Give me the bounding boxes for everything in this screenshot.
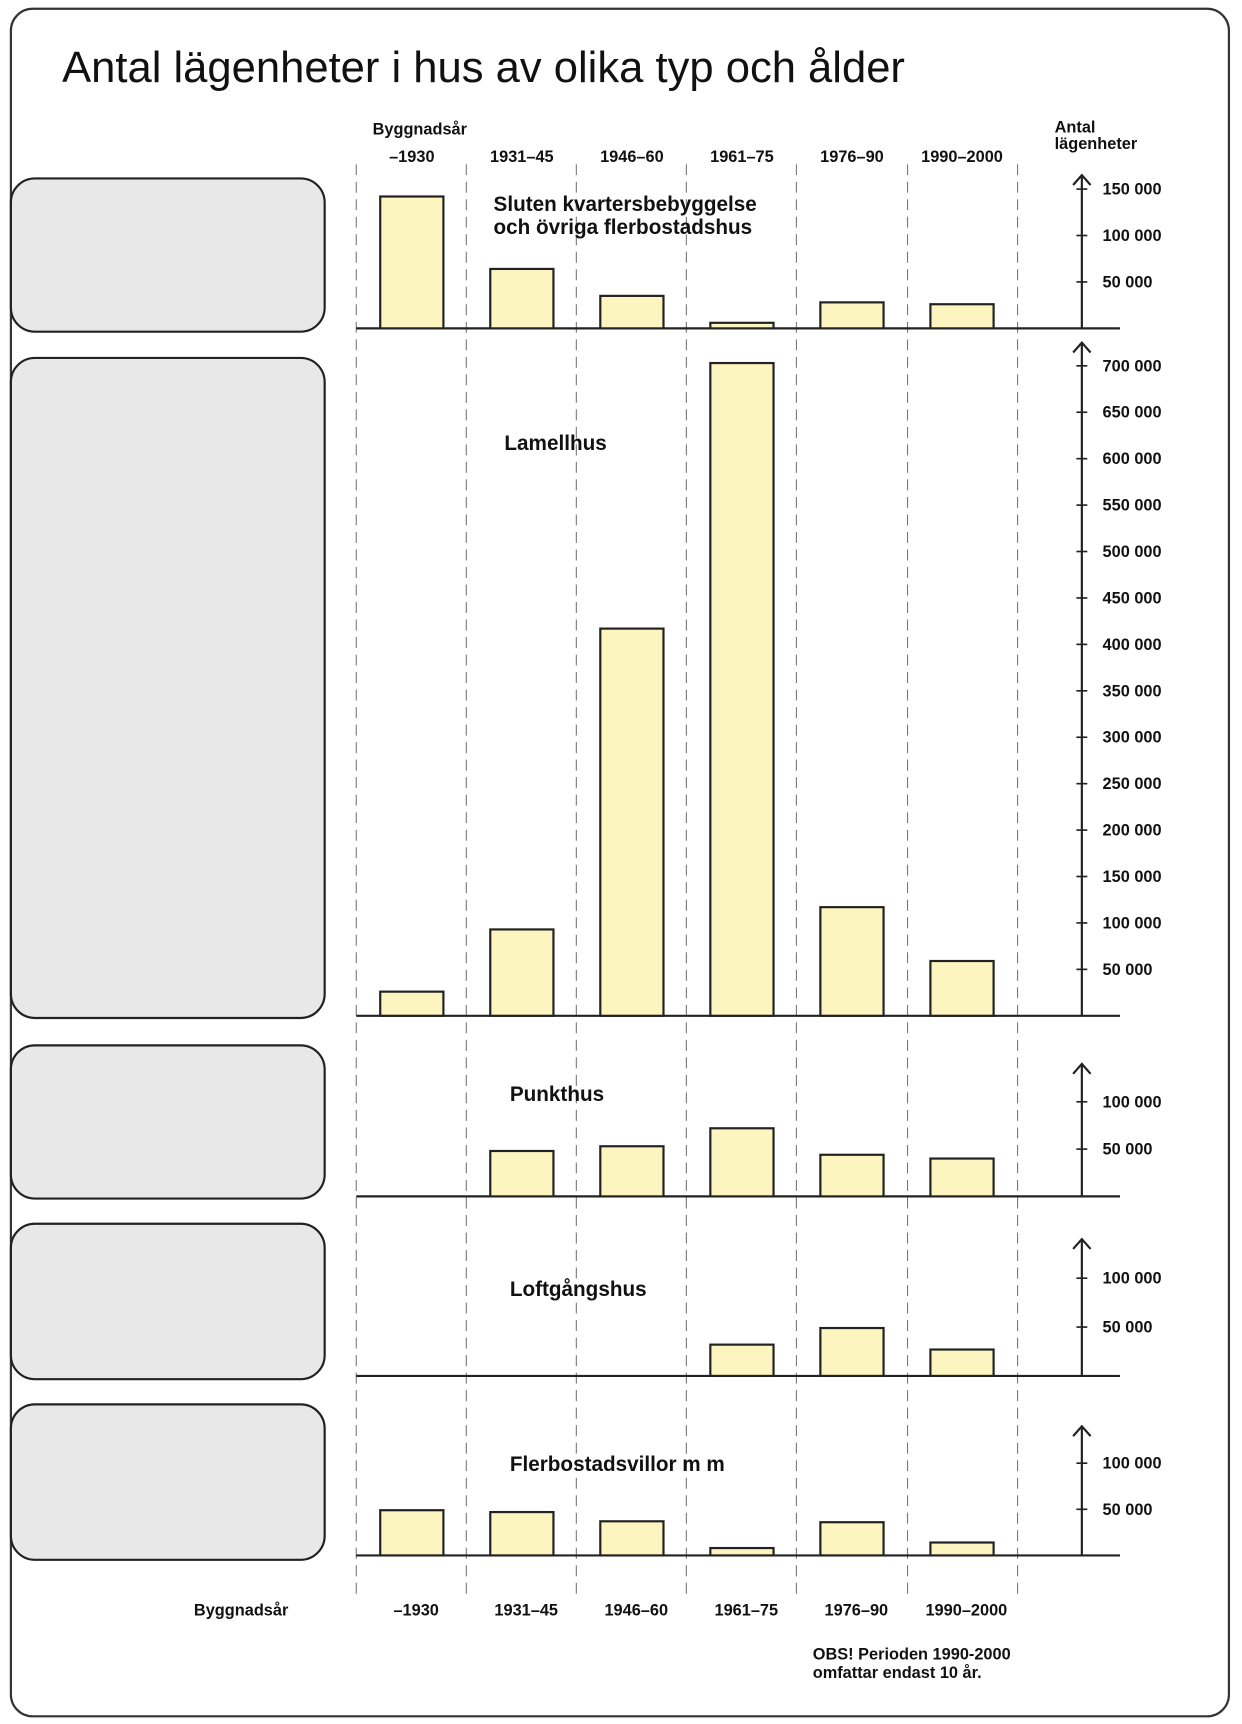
y-tick-label: 350 000 [1103,682,1162,700]
x-tick-label: 1931–45 [490,148,554,166]
axis-arrow [1072,173,1092,186]
y-tick-label: 100 000 [1103,1455,1162,1473]
y-tick-label: 100 000 [1103,1093,1162,1111]
bar [489,928,555,1017]
y-tick-label: 300 000 [1103,729,1162,747]
y-tick-label: 450 000 [1103,589,1162,607]
bar [599,1520,665,1557]
y-tick-label: 150 000 [1103,181,1162,199]
y-tick-label: 100 000 [1103,1270,1162,1288]
y-tick-label: 600 000 [1103,450,1162,468]
bar [379,1509,445,1557]
bar [819,301,885,330]
panel-title: Loftgångshus [510,1278,647,1301]
bar [929,303,995,330]
bar [819,1153,885,1198]
x-tick-label: 1990–2000 [925,1602,1007,1620]
x-tick-label: 1931–45 [494,1602,558,1620]
axis-arrow [1072,1062,1092,1075]
axis-arrow [1072,340,1092,354]
x-tick-label: 1976–90 [820,148,884,166]
y-tick-label: 150 000 [1103,868,1162,886]
bar [929,1348,995,1378]
panel-title: Punkthus [510,1083,604,1106]
y-tick-label: 100 000 [1103,227,1162,245]
bar [599,294,665,330]
note: OBS! Perioden 1990-2000 [813,1645,1011,1663]
x-tick-label: 1976–90 [825,1602,889,1620]
y-tick-label: 100 000 [1103,914,1162,932]
x-label-top: Byggnadsår [373,121,468,139]
bar [379,990,445,1017]
bar [819,1521,885,1557]
bar [709,1127,775,1198]
x-tick-label: 1961–75 [714,1602,778,1620]
y-tick-label: 50 000 [1103,1141,1153,1159]
bar [819,1326,885,1378]
panel-title: Lamellhus [504,432,606,455]
axis-arrow [1072,1237,1092,1250]
x-tick-label: –1930 [393,1602,438,1620]
bar [599,627,665,1017]
bar [929,1157,995,1198]
y-label: lägenheter [1055,135,1138,153]
y-tick-label: 650 000 [1103,404,1162,422]
x-tick-label: –1930 [389,148,434,166]
y-tick-label: 50 000 [1103,273,1153,291]
bar [489,267,555,330]
illustrations [9,177,326,1561]
y-tick-label: 200 000 [1103,822,1162,840]
y-tick-label: 250 000 [1103,775,1162,793]
panel-title: Sluten kvartersbebyggelse [494,193,757,216]
panel-title: Flerbostadsvillor m m [510,1453,725,1476]
x-tick-label: 1961–75 [710,148,774,166]
bar [709,321,775,330]
y-label: Antal [1055,118,1096,136]
bar [489,1510,555,1557]
bar [599,1145,665,1198]
bar [929,1541,995,1557]
y-tick-label: 550 000 [1103,497,1162,515]
bar [709,361,775,1017]
y-tick-label: 50 000 [1103,961,1153,979]
bar [709,1546,775,1557]
panel-title: och övriga flerbostadshus [494,216,753,239]
bar [929,959,995,1017]
y-tick-label: 700 000 [1103,357,1162,375]
y-tick-label: 400 000 [1103,636,1162,654]
x-tick-label: 1990–2000 [921,148,1003,166]
x-tick-label: 1946–60 [600,148,664,166]
x-tick-label: 1946–60 [604,1602,668,1620]
bar [709,1343,775,1378]
axis-arrow [1072,1424,1092,1437]
bar [379,195,445,330]
column-separators [355,164,1019,1599]
note: omfattar endast 10 år. [813,1664,982,1682]
title: Antal lägenheter i hus av olika typ och … [62,43,905,92]
y-tick-label: 50 000 [1103,1501,1153,1519]
y-tick-label: 500 000 [1103,543,1162,561]
x-label-bottom: Byggnadsår [194,1602,289,1620]
bar [489,1149,555,1198]
bar [819,906,885,1017]
y-tick-label: 50 000 [1103,1318,1153,1336]
